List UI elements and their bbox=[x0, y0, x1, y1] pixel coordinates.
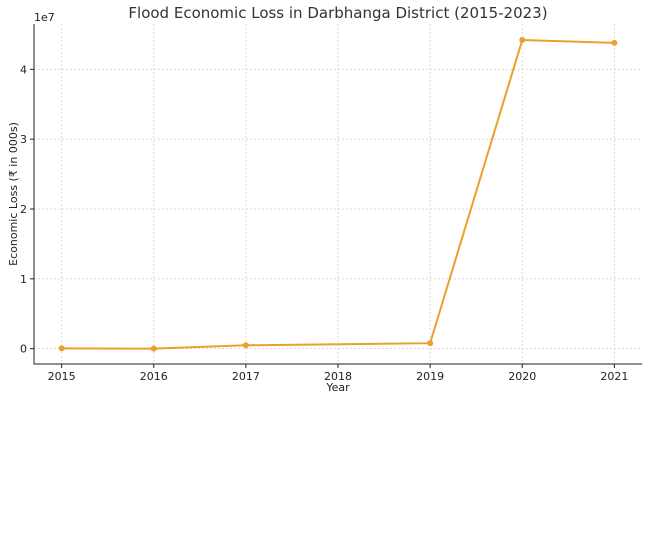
y-tick-label: 1 bbox=[20, 273, 27, 286]
data-point bbox=[427, 340, 434, 347]
y-tick-label: 2 bbox=[20, 203, 27, 216]
y-tick-label: 3 bbox=[20, 133, 27, 146]
x-tick-label: 2015 bbox=[48, 370, 76, 383]
axis-lines bbox=[33, 24, 642, 365]
y-axis-label: Economic Loss (₹ in 000s) bbox=[7, 122, 20, 266]
data-point bbox=[611, 39, 618, 46]
data-point bbox=[150, 345, 157, 352]
x-axis-label: Year bbox=[325, 381, 350, 394]
y-tick-label: 4 bbox=[20, 63, 27, 76]
x-tick-label: 2020 bbox=[508, 370, 536, 383]
ticks: 2015 2016 2017 2018 2019 2020 2021 0 1 2 3 4 bbox=[20, 63, 628, 383]
data-point bbox=[58, 345, 65, 352]
x-tick-label: 2019 bbox=[416, 370, 444, 383]
x-tick-label: 2016 bbox=[140, 370, 168, 383]
chart-title: Flood Economic Loss in Darbhanga Distric… bbox=[128, 4, 547, 22]
x-tick-label: 2018 bbox=[324, 370, 352, 383]
y-tick-label: 0 bbox=[20, 343, 27, 356]
x-tick-label: 2017 bbox=[232, 370, 260, 383]
grid bbox=[34, 24, 642, 364]
axes bbox=[33, 24, 642, 365]
series bbox=[58, 37, 618, 352]
x-tick-label: 2021 bbox=[600, 370, 628, 383]
y-exponent-label: 1e7 bbox=[34, 11, 55, 24]
data-point bbox=[519, 37, 526, 44]
series-line bbox=[61, 39, 615, 350]
data-point bbox=[242, 342, 249, 349]
